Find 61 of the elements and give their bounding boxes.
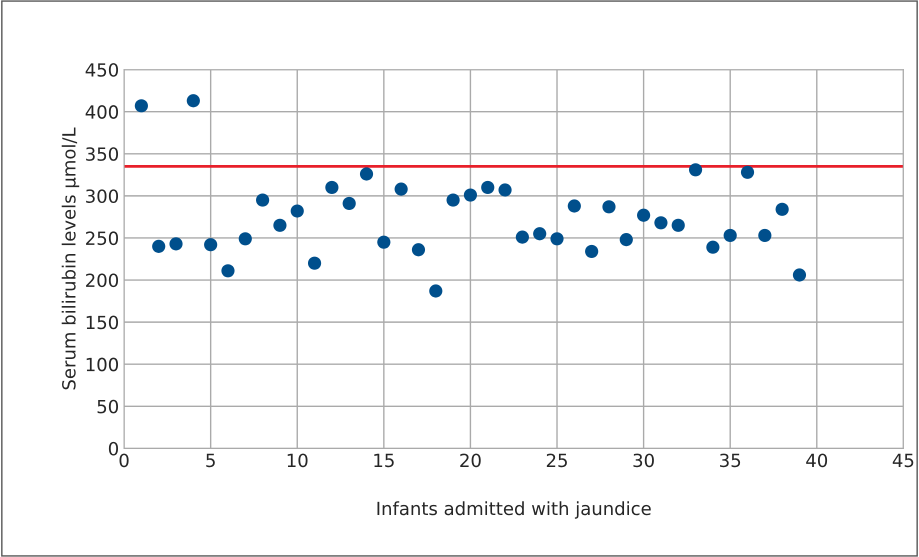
x-tick-label: 45 [892, 454, 914, 468]
y-tick-label: 450 [86, 63, 118, 77]
point [308, 256, 322, 270]
x-tick-label: 15 [374, 454, 394, 468]
point [377, 236, 390, 249]
x-tick-label: 30 [633, 454, 654, 468]
y-tick-label: 200 [86, 274, 118, 288]
x-tick-label: 35 [720, 454, 740, 468]
y-axis-title: Serum bilirubin levels µmol/L [62, 128, 80, 390]
point [412, 243, 426, 256]
point [724, 228, 737, 242]
point [533, 227, 546, 240]
y-tick-label: 100 [86, 358, 118, 372]
x-tick-label: 20 [460, 454, 481, 468]
point [325, 180, 338, 194]
y-tick-label: 150 [86, 316, 118, 330]
point [620, 233, 633, 246]
point [134, 99, 148, 112]
x-tick-label: 25 [546, 454, 567, 468]
point [290, 204, 304, 218]
x-tick-label: 10 [288, 454, 308, 468]
x-axis-title: Infants admitted with jaundice [378, 501, 651, 519]
point [637, 208, 650, 222]
point [792, 268, 806, 282]
y-tick-label: 350 [86, 147, 118, 161]
point [429, 284, 442, 298]
point [481, 180, 494, 194]
y-tick-label: 0 [108, 442, 118, 456]
point [672, 218, 685, 232]
x-tick-label: 40 [806, 454, 828, 468]
point [758, 228, 772, 242]
point [706, 240, 720, 254]
y-tick-label: 50 [98, 400, 118, 414]
point [204, 238, 218, 252]
point [516, 230, 529, 244]
point [273, 218, 287, 232]
point [498, 183, 512, 197]
point [360, 167, 374, 181]
point [238, 232, 252, 246]
x-tick-label: 5 [206, 454, 215, 468]
point [464, 188, 478, 202]
x-tick-label: 0 [120, 454, 129, 468]
y-tick-label: 400 [86, 105, 118, 119]
point [221, 264, 235, 278]
y-tick-label: 250 [86, 231, 118, 246]
point [169, 237, 183, 250]
point [568, 199, 581, 213]
point [256, 194, 270, 207]
point [602, 200, 616, 214]
point [446, 194, 460, 207]
point [342, 196, 356, 210]
point [776, 202, 789, 216]
point [740, 166, 754, 179]
point [585, 244, 598, 258]
point [394, 182, 408, 196]
point [654, 216, 668, 230]
point [186, 94, 200, 108]
point [152, 240, 166, 253]
y-tick-label: 300 [86, 189, 118, 203]
point [550, 232, 564, 246]
point [688, 163, 702, 176]
